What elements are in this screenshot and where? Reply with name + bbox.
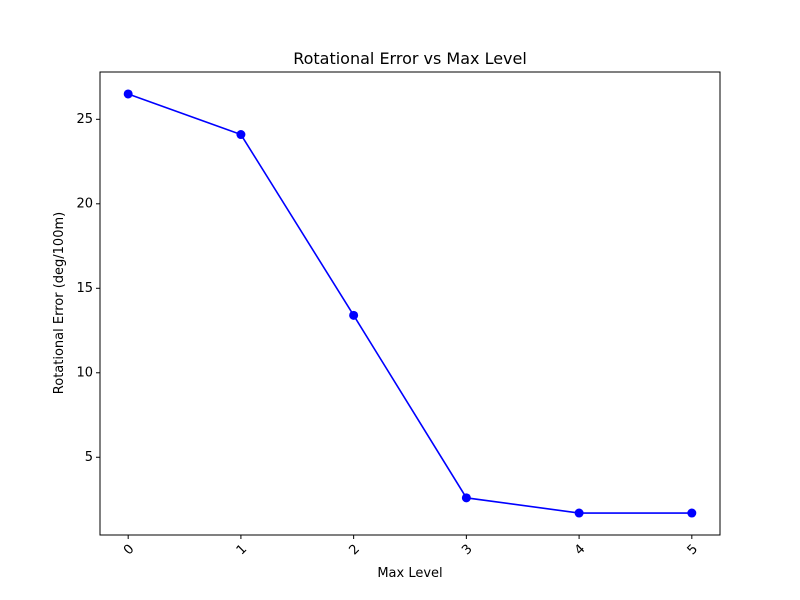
data-point — [574, 508, 584, 518]
data-point — [123, 89, 133, 99]
y-tick-label: 10 — [76, 365, 93, 380]
y-tick-label: 5 — [85, 450, 93, 465]
data-point — [687, 508, 697, 518]
series-line — [127, 93, 692, 514]
chart-title: Rotational Error vs Max Level — [293, 49, 527, 68]
plot-frame — [99, 71, 721, 536]
y-axis-label: Rotational Error (deg/100m) — [52, 212, 67, 394]
data-point — [349, 310, 359, 320]
y-tick-label: 15 — [76, 281, 93, 296]
data-point — [236, 130, 246, 140]
x-axis-label: Max Level — [377, 566, 442, 581]
y-axis-ticks: 5 10 15 20 25 — [76, 112, 100, 465]
y-tick-label: 25 — [76, 112, 93, 127]
series-layer — [123, 89, 697, 518]
data-point — [461, 493, 471, 503]
y-tick-label: 20 — [76, 196, 93, 211]
